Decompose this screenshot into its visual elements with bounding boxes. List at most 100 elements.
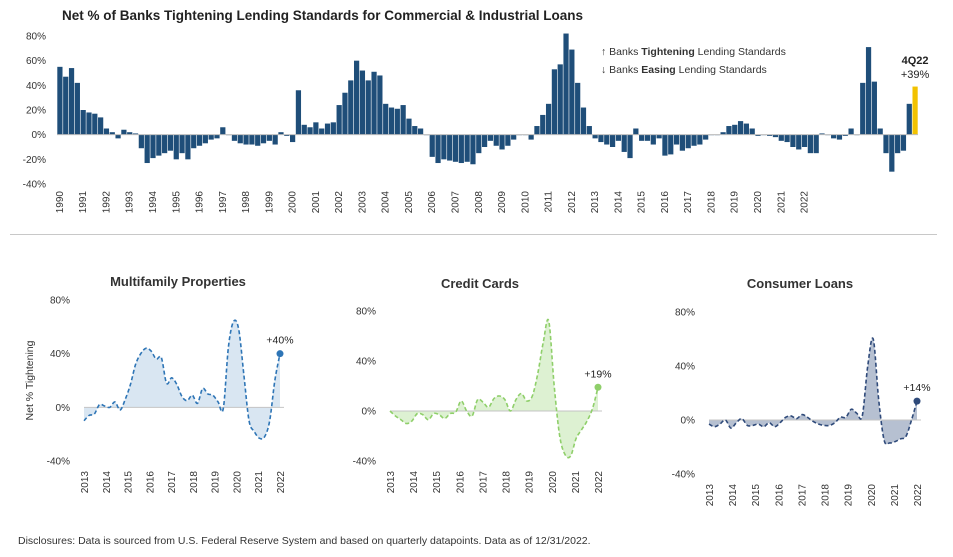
x-tick-label: 2020	[867, 484, 878, 507]
bar	[807, 134, 813, 154]
x-tick-label: 2019	[844, 484, 855, 507]
bar	[796, 134, 802, 150]
y-tick-label: 40%	[50, 349, 70, 360]
y-tick-label: 80%	[50, 296, 70, 307]
multifamily-chart: -40% 0% 40% 80% +40% 2013 2014 2015 2016 2017 2018…	[24, 296, 294, 494]
bar	[691, 134, 697, 146]
x-tick-label: 2014	[728, 484, 739, 507]
y-tick-label: -20%	[23, 155, 46, 166]
bar	[290, 134, 296, 143]
bar	[703, 134, 709, 140]
bar	[57, 66, 63, 135]
bar	[877, 128, 883, 135]
x-tick-label: 2020	[753, 191, 764, 214]
x-tick-label: 2001	[311, 191, 322, 214]
x-tick-label: 2018	[502, 471, 513, 494]
bar	[231, 134, 238, 141]
bar	[481, 134, 488, 147]
x-tick-label: 2013	[705, 484, 716, 507]
bar	[848, 128, 854, 135]
bar	[749, 128, 755, 135]
x-tick-label: 2016	[774, 484, 785, 507]
bar	[98, 117, 104, 135]
bar	[784, 134, 790, 143]
series-line	[83, 319, 281, 440]
y-tick-label: 40%	[26, 81, 46, 92]
bar	[458, 134, 464, 164]
x-tick-label: 2017	[797, 484, 808, 507]
y-tick-label: -40%	[672, 470, 695, 481]
bar	[295, 90, 302, 135]
y-tick-label: 0%	[681, 416, 696, 427]
x-tick-label: 2005	[404, 191, 415, 214]
legend-easing: ↓ Banks Easing Lending Standards	[601, 64, 767, 76]
credit-cards-chart: -40% 0% 40% 80% +19% 2013 2014 2015 2016 2017 2018…	[353, 307, 612, 494]
x-tick-label: 2016	[145, 471, 156, 494]
y-tick-label: 80%	[26, 32, 46, 43]
bar	[406, 118, 412, 135]
bar	[255, 134, 261, 146]
bar	[505, 134, 511, 146]
bar	[435, 134, 441, 164]
x-tick-label: 2004	[381, 191, 392, 214]
x-tick-label: 2021	[776, 191, 787, 214]
bar	[685, 134, 691, 149]
section-divider	[10, 234, 937, 235]
bar	[476, 134, 482, 154]
bar	[819, 133, 825, 135]
bar	[429, 134, 435, 157]
bar	[383, 103, 389, 135]
y-tick-label: 0%	[362, 407, 377, 418]
bar	[487, 134, 494, 141]
bar	[388, 107, 395, 135]
series-line	[389, 318, 599, 459]
disclosure-text: Disclosures: Data is sourced from U.S. F…	[18, 535, 591, 547]
x-tick-label: 2019	[211, 471, 222, 494]
y-tick-label: 40%	[675, 362, 695, 373]
x-tick-label: 2019	[730, 191, 741, 214]
annotation-value: +39%	[901, 69, 930, 81]
bar	[511, 134, 517, 140]
bar	[63, 76, 69, 135]
x-tick-label: 2012	[567, 191, 578, 214]
x-tick-label: 1991	[78, 191, 89, 214]
bar	[668, 134, 674, 155]
x-tick-label: 2000	[288, 191, 299, 214]
x-tick-label: 2016	[660, 191, 671, 214]
bar	[499, 134, 505, 150]
y-tick-label: -40%	[47, 457, 70, 468]
x-tick-label: 2007	[451, 191, 462, 214]
bar	[865, 47, 872, 135]
x-tick-label: 2022	[594, 471, 605, 494]
bar	[895, 134, 901, 154]
bar	[150, 134, 156, 159]
bar	[301, 124, 307, 135]
bar	[202, 134, 208, 144]
bar	[266, 134, 272, 141]
series-area	[84, 320, 280, 439]
x-tick-label: 2015	[637, 191, 648, 214]
x-tick-label: 2011	[544, 191, 555, 213]
bar	[621, 134, 627, 152]
x-tick-label: 1992	[101, 191, 112, 214]
x-tick-label: 2008	[474, 191, 485, 214]
y-tick-label: -40%	[23, 180, 46, 191]
bar	[132, 133, 139, 135]
series-line	[708, 337, 918, 446]
end-point-marker	[913, 397, 921, 405]
x-tick-label: 2017	[683, 191, 694, 214]
bar	[196, 134, 203, 146]
bar	[871, 81, 877, 135]
x-tick-label: 1993	[125, 191, 136, 214]
bar	[755, 134, 761, 136]
bar	[650, 134, 656, 145]
x-tick-label: 2010	[520, 191, 531, 214]
bar	[68, 68, 75, 135]
bar	[842, 134, 848, 136]
bar	[185, 134, 191, 160]
y-tick-label: -40%	[353, 457, 376, 468]
x-tick-label: 2018	[706, 191, 717, 214]
bar	[412, 126, 418, 135]
bar	[586, 126, 592, 135]
bar	[278, 132, 284, 135]
